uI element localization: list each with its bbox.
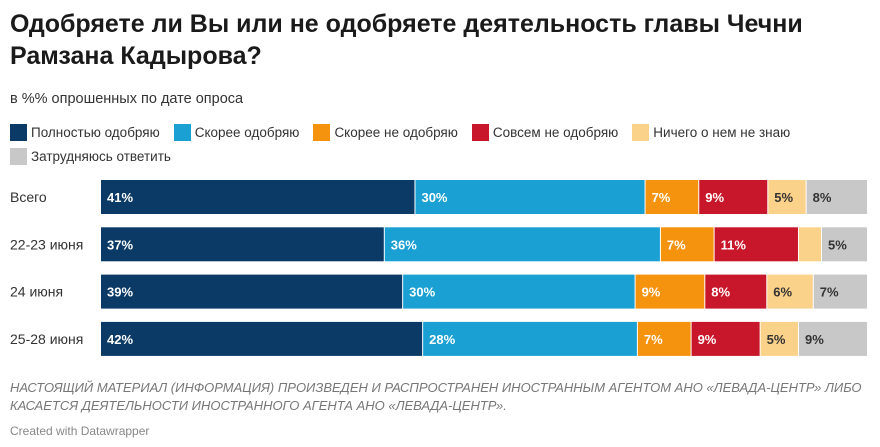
row-label: 25-28 июня bbox=[10, 331, 83, 347]
legend-item-rather-approve: Скорее одобряю bbox=[173, 123, 300, 141]
bar-segment bbox=[645, 180, 699, 214]
bar-segment bbox=[403, 274, 635, 309]
legend: Полностью одобряю Скорее одобряю Скорее … bbox=[10, 123, 870, 171]
data-label: 8% bbox=[813, 190, 832, 205]
legend-row-2: Затрудняюсь ответить bbox=[10, 147, 870, 165]
bar-segment bbox=[705, 274, 767, 309]
bar-segment bbox=[798, 321, 867, 356]
datawrapper-credit[interactable]: Created with Datawrapper bbox=[10, 424, 150, 438]
bar-row: 25-28 июня 42% 28% 7% 9% 5% 9% bbox=[10, 321, 867, 356]
legend-item-hard-to-say: Затрудняюсь ответить bbox=[10, 147, 171, 165]
data-label: 5% bbox=[828, 237, 847, 252]
legend-swatch bbox=[313, 123, 331, 141]
bar-segment bbox=[423, 321, 637, 356]
data-label: 37% bbox=[107, 237, 133, 252]
data-label: 9% bbox=[698, 332, 717, 347]
bar-segment bbox=[699, 180, 768, 214]
bar-segment bbox=[660, 227, 714, 262]
data-label: 30% bbox=[421, 190, 447, 205]
bar-segment bbox=[691, 321, 760, 356]
bar-segment bbox=[768, 180, 806, 214]
legend-label: Полностью одобряю bbox=[31, 124, 160, 140]
bar-segment bbox=[101, 180, 415, 214]
bar-segment bbox=[637, 321, 691, 356]
legend-label: Затрудняюсь ответить bbox=[31, 148, 171, 164]
legend-swatch bbox=[10, 123, 27, 141]
bar-segment bbox=[806, 180, 867, 214]
bar-segment bbox=[767, 274, 813, 309]
bar-segment bbox=[714, 227, 798, 262]
bar-row: Всего 41% 30% 7% 9% 5% 8% bbox=[10, 180, 867, 214]
bar-segment bbox=[384, 227, 660, 262]
data-label: 7% bbox=[644, 332, 663, 347]
legend-label: Скорее одобряю bbox=[194, 124, 300, 140]
data-label: 42% bbox=[107, 332, 133, 347]
data-label: 7% bbox=[667, 237, 686, 252]
data-label: 9% bbox=[805, 332, 824, 347]
data-label: 9% bbox=[642, 285, 661, 300]
data-label: 7% bbox=[820, 285, 839, 300]
legend-label: Скорее не одобряю bbox=[334, 124, 458, 140]
data-label: 6% bbox=[773, 285, 792, 300]
chart-subtitle: в %% опрошенных по дате опроса bbox=[10, 91, 244, 107]
data-label: 11% bbox=[721, 237, 747, 252]
bar-segment bbox=[798, 227, 821, 262]
bar-segment bbox=[813, 274, 867, 309]
legend-swatch bbox=[173, 123, 191, 141]
data-label: 5% bbox=[767, 332, 786, 347]
data-label: 28% bbox=[429, 332, 455, 347]
legend-item-rather-disapprove: Скорее не одобряю bbox=[313, 123, 458, 141]
row-label: Всего bbox=[10, 189, 47, 205]
legend-swatch bbox=[471, 123, 489, 141]
bar-segment bbox=[635, 274, 705, 309]
legend-item-full-disapprove: Совсем не одобряю bbox=[471, 123, 619, 141]
data-label: 39% bbox=[107, 285, 133, 300]
legend-item-full-approve: Полностью одобряю bbox=[10, 123, 160, 141]
bar-segment bbox=[101, 227, 384, 262]
data-label: 5% bbox=[774, 190, 793, 205]
bar-row: 22-23 июня 37% 36% 7% 11% 5% bbox=[10, 227, 867, 262]
bar-segment bbox=[821, 227, 867, 262]
data-label: 9% bbox=[705, 190, 724, 205]
legend-row-1: Полностью одобряю Скорее одобряю Скорее … bbox=[10, 123, 870, 141]
data-label: 41% bbox=[107, 190, 133, 205]
row-label: 24 июня bbox=[10, 284, 63, 300]
legend-swatch bbox=[10, 147, 27, 165]
legend-item-unknown: Ничего о нем не знаю bbox=[632, 123, 791, 141]
bar-segment bbox=[101, 274, 403, 309]
data-label: 8% bbox=[711, 285, 730, 300]
bar-segment bbox=[101, 321, 423, 356]
row-label: 22-23 июня bbox=[10, 236, 83, 252]
data-label: 36% bbox=[391, 237, 417, 252]
data-label: 30% bbox=[409, 285, 435, 300]
legend-label: Совсем не одобряю bbox=[492, 124, 619, 140]
chart-title: Одобряете ли Вы или не одобряете деятель… bbox=[10, 10, 803, 70]
data-label: 7% bbox=[652, 190, 671, 205]
foreign-agent-notice: НАСТОЯЩИЙ МАТЕРИАЛ (ИНФОРМАЦИЯ) ПРОИЗВЕД… bbox=[10, 380, 862, 413]
bar-row: 24 июня 39% 30% 9% 8% 6% 7% bbox=[10, 274, 867, 309]
bar-segment bbox=[415, 180, 645, 214]
legend-label: Ничего о нем не знаю bbox=[653, 124, 791, 140]
bar-segment bbox=[760, 321, 798, 356]
legend-swatch bbox=[632, 123, 650, 141]
